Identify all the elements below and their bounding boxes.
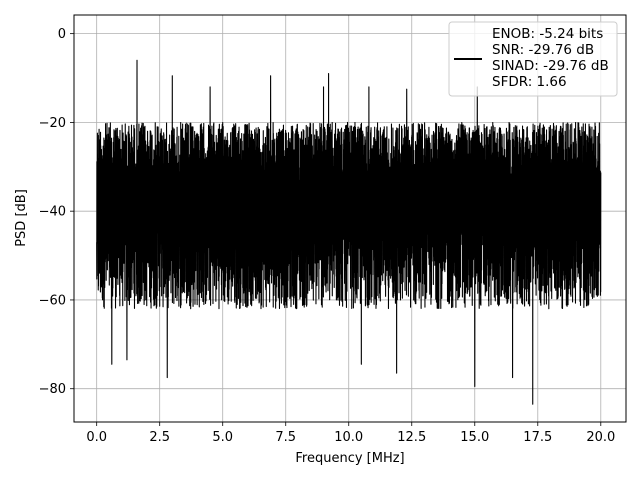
legend-entry-snr: SNR: -29.76 dB — [492, 42, 594, 58]
legend-entry-sinad: SINAD: -29.76 dB — [492, 58, 609, 74]
x-axis-ticks: 0.0 2.5 5.0 7.5 10.0 12.5 15.0 17.5 20.0 — [86, 422, 615, 445]
y-tick-label: −60 — [39, 293, 66, 308]
plot-frame — [73, 14, 627, 423]
legend: ENOB: -5.24 bits SNR: -29.76 dB SINAD: -… — [448, 21, 618, 97]
series-psd — [96, 33, 602, 405]
y-tick-label: −20 — [39, 116, 66, 131]
x-tick-label: 17.5 — [523, 430, 552, 445]
y-tick-label: −80 — [39, 382, 66, 397]
x-tick-label: 2.5 — [149, 430, 170, 445]
x-tick-label: 15.0 — [460, 430, 489, 445]
legend-entry-sfdr: SFDR: 1.66 — [492, 74, 567, 90]
x-axis-label: Frequency [MHz] — [295, 451, 404, 466]
legend-entry-enob: ENOB: -5.24 bits — [492, 26, 603, 42]
y-axis-label: PSD [dB] — [14, 189, 29, 247]
x-tick-label: 0.0 — [86, 430, 107, 445]
x-tick-label: 20.0 — [586, 430, 615, 445]
x-tick-label: 12.5 — [397, 430, 426, 445]
y-axis-ticks: 0 −20 −40 −60 −80 — [39, 27, 74, 397]
legend-box — [448, 21, 618, 97]
y-tick-label: −40 — [39, 205, 66, 220]
y-tick-label: 0 — [58, 27, 66, 42]
x-tick-label: 10.0 — [334, 430, 363, 445]
x-tick-label: 7.5 — [275, 430, 296, 445]
x-tick-label: 5.0 — [212, 430, 233, 445]
psd-line — [96, 59, 602, 405]
